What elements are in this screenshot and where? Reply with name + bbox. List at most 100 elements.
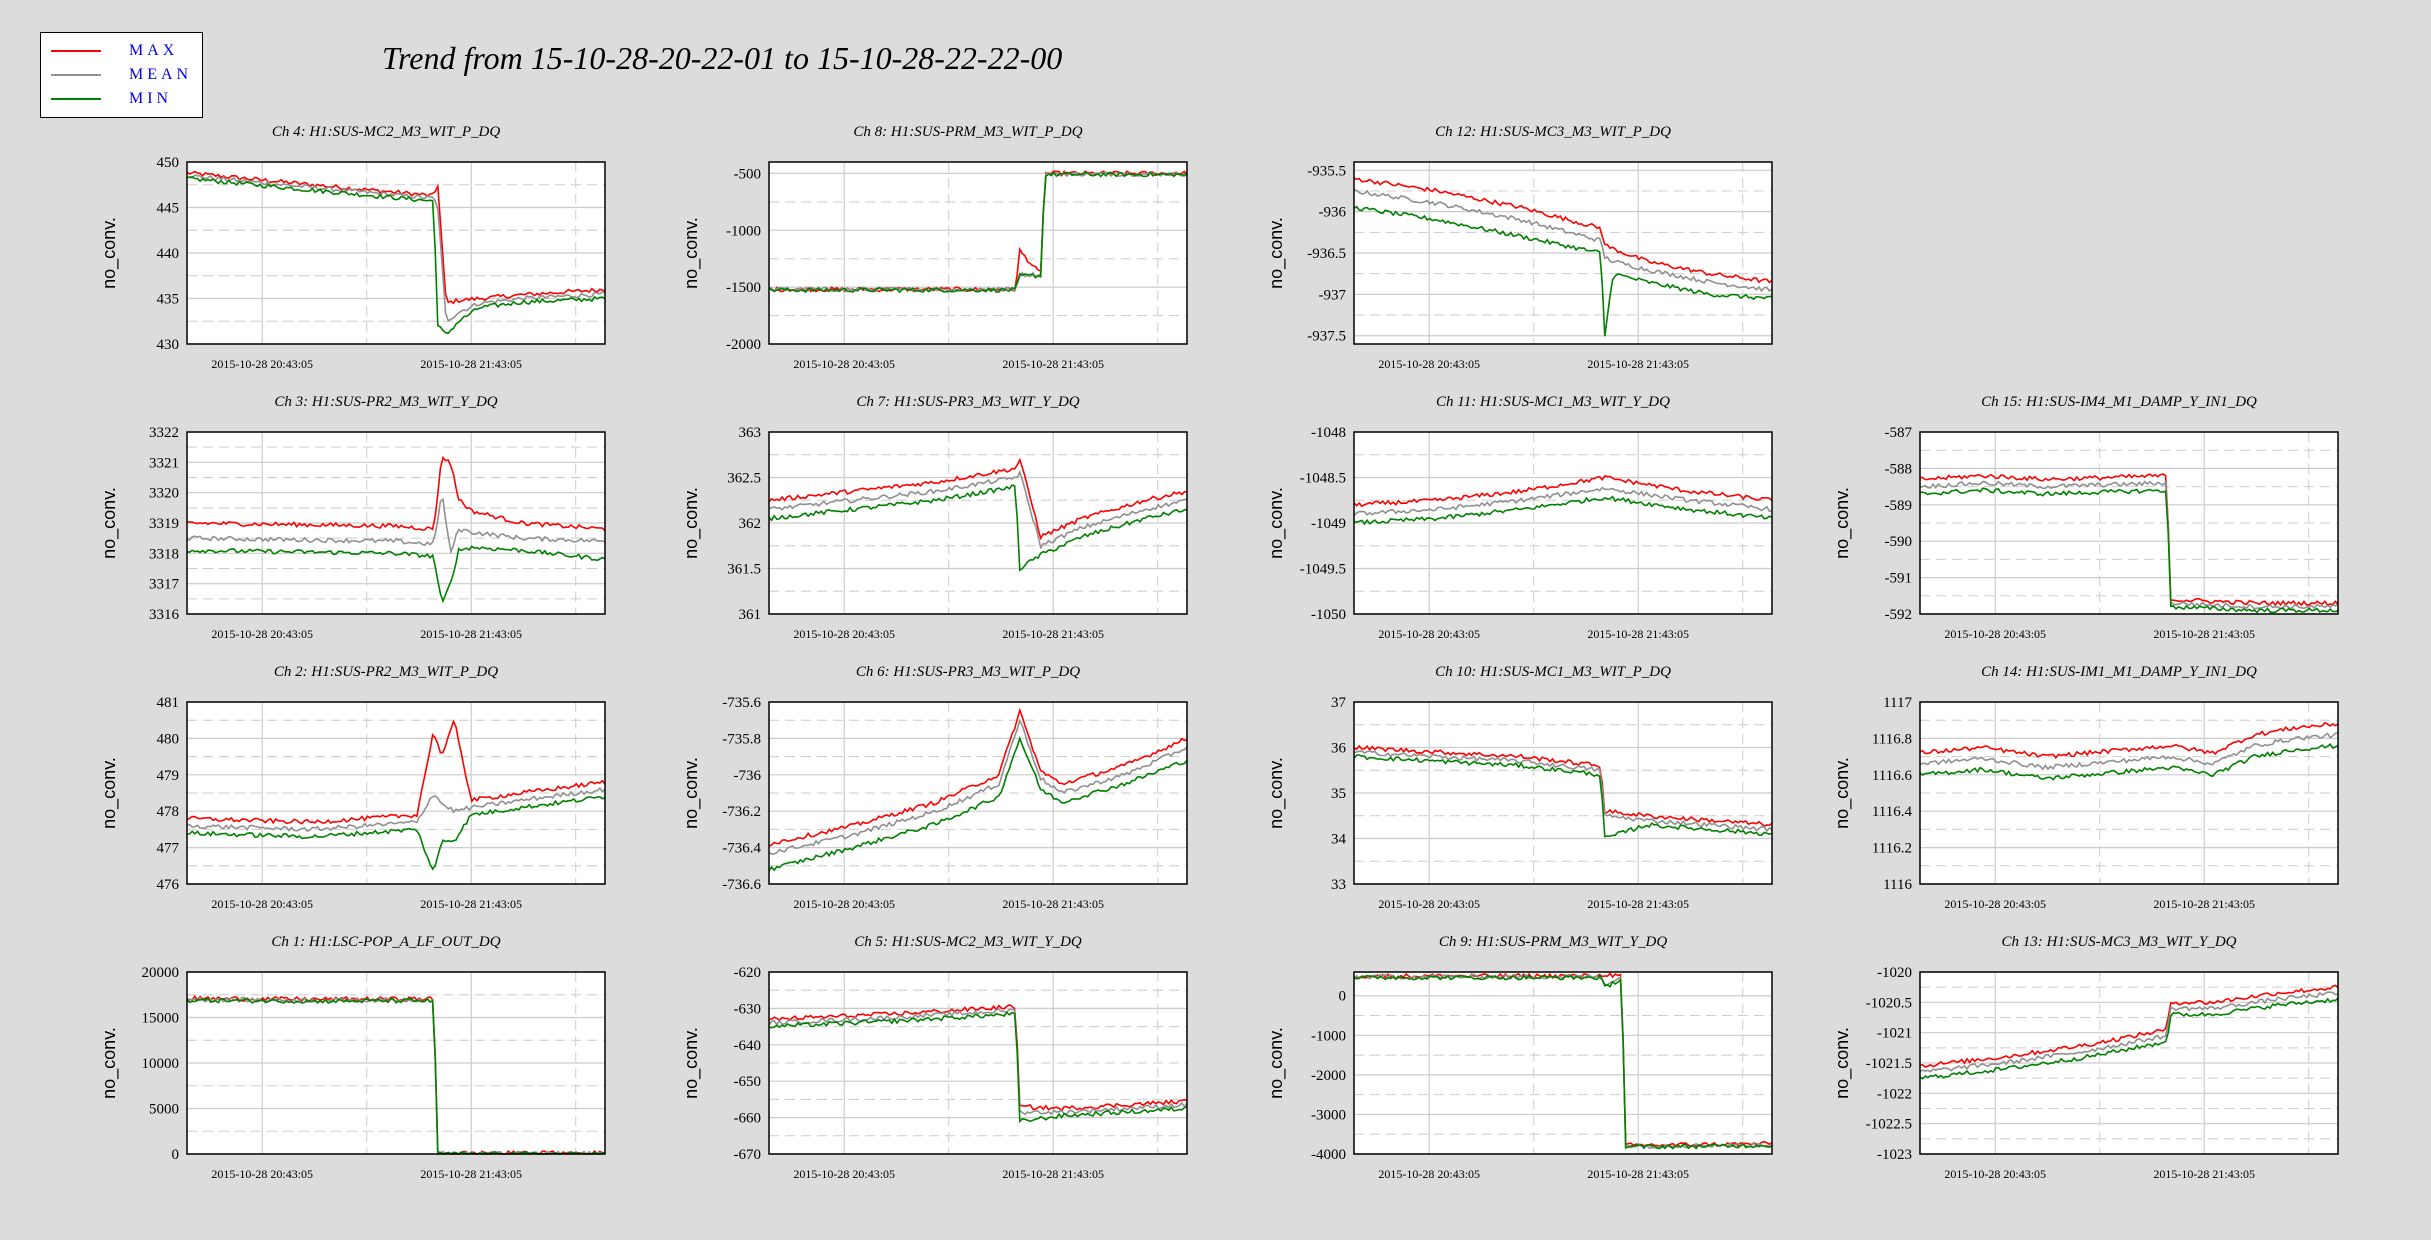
y-tick-label: 33 — [1331, 877, 1346, 893]
plot-frame — [186, 701, 606, 885]
x-tick-label: 2015-10-28 20:43:05 — [211, 627, 313, 641]
series-line-mean — [1919, 480, 2339, 610]
chart-panel: -1050 -1049.5 -1049 -1048.5 -1048 2015-10-28 … — [1266, 394, 1773, 641]
y-tick-label: 3316 — [149, 607, 180, 623]
x-tick-label: 2015-10-28 21:43:05 — [1587, 1167, 1689, 1181]
y-tick-label: -590 — [1885, 534, 1913, 550]
y-tick-label: 3322 — [149, 425, 179, 441]
x-tick-label: 2015-10-28 21:43:05 — [1002, 897, 1104, 911]
legend-label-max: MAX — [129, 42, 179, 59]
series-line-min — [1919, 487, 2339, 614]
x-tick-label: 2015-10-28 20:43:05 — [793, 1167, 895, 1181]
x-tick-label: 2015-10-28 21:43:05 — [2153, 897, 2255, 911]
y-tick-label: 477 — [157, 841, 180, 857]
y-axis-label: no_conv. — [1832, 487, 1853, 559]
y-tick-label: -630 — [734, 1001, 762, 1017]
y-tick-label: 3321 — [149, 455, 179, 471]
y-tick-label: -1022 — [1877, 1086, 1912, 1102]
x-tick-label: 2015-10-28 20:43:05 — [211, 897, 313, 911]
y-tick-label: 362 — [739, 516, 762, 532]
y-tick-label: 1117 — [1883, 695, 1912, 711]
chart-panel: 361 361.5 362 362.5 363 2015-10-28 20:43:05 20… — [681, 394, 1188, 641]
legend-swatch-mean — [51, 74, 101, 76]
y-tick-label: -1020 — [1877, 965, 1912, 981]
y-tick-label: -937 — [1319, 287, 1347, 303]
y-axis-label: no_conv. — [1266, 757, 1287, 829]
y-tick-label: 1116.2 — [1872, 841, 1912, 857]
series-line-mean — [186, 497, 606, 555]
y-tick-label: 430 — [157, 337, 180, 353]
x-tick-label: 2015-10-28 20:43:05 — [793, 627, 895, 641]
y-tick-label: -736.4 — [722, 841, 761, 857]
series-line-max — [768, 1003, 1188, 1112]
legend-label-min: MIN — [129, 90, 173, 107]
series-line-max — [1919, 473, 2339, 607]
y-tick-label: -736 — [734, 768, 762, 784]
series-line-min — [1919, 997, 2339, 1080]
series-line-mean — [186, 787, 606, 833]
y-tick-label: -1020.5 — [1866, 995, 1912, 1011]
y-axis-label: no_conv. — [1266, 217, 1287, 289]
y-tick-label: 435 — [157, 292, 180, 308]
plot-frame — [1353, 971, 1773, 1155]
y-tick-label: -2000 — [726, 337, 761, 353]
series-line-max — [186, 719, 606, 825]
y-tick-label: 1116.4 — [1872, 804, 1913, 820]
series-line-max — [1353, 474, 1773, 508]
y-tick-label: 3317 — [149, 577, 180, 593]
y-tick-label: 37 — [1331, 695, 1347, 711]
y-tick-label: 3320 — [149, 486, 179, 502]
y-tick-label: -1023 — [1877, 1147, 1912, 1163]
plot-frame — [1353, 431, 1773, 615]
y-tick-label: 479 — [157, 768, 180, 784]
y-tick-label: -735.6 — [722, 695, 761, 711]
series-line-max — [1919, 721, 2339, 760]
y-tick-label: -588 — [1885, 461, 1913, 477]
chart-panel: 430 435 440 445 450 2015-10-28 20:43:05 2015-1… — [99, 124, 606, 371]
x-tick-label: 2015-10-28 21:43:05 — [1587, 897, 1689, 911]
y-tick-label: -1021.5 — [1866, 1056, 1912, 1072]
y-tick-label: -936 — [1319, 205, 1347, 221]
series-line-mean — [1353, 486, 1773, 517]
series-line-min — [768, 735, 1188, 872]
series-line-max — [768, 457, 1188, 541]
y-tick-label: 10000 — [142, 1056, 180, 1072]
chart-title: Ch 1: H1:LSC-POP_A_LF_OUT_DQ — [271, 934, 500, 950]
x-tick-label: 2015-10-28 21:43:05 — [1587, 357, 1689, 371]
y-tick-label: -736.2 — [722, 804, 761, 820]
plot-area — [769, 162, 1187, 344]
series-line-min — [186, 545, 606, 604]
y-tick-label: -670 — [734, 1147, 762, 1163]
series-line-min — [186, 175, 606, 335]
chart-title: Ch 5: H1:SUS-MC2_M3_WIT_Y_DQ — [854, 934, 1082, 950]
x-tick-label: 2015-10-28 20:43:05 — [1378, 357, 1480, 371]
y-tick-label: -1049 — [1311, 516, 1346, 532]
series-line-max — [1353, 177, 1773, 284]
y-tick-label: 361 — [739, 607, 762, 623]
series-line-min — [1919, 743, 2339, 781]
y-tick-label: -500 — [734, 166, 762, 182]
y-tick-label: 5000 — [149, 1102, 179, 1118]
series-line-min — [768, 1011, 1188, 1124]
x-tick-label: 2015-10-28 21:43:05 — [1002, 627, 1104, 641]
y-tick-label: 35 — [1331, 786, 1346, 802]
chart-title: Ch 4: H1:SUS-MC2_M3_WIT_P_DQ — [272, 124, 500, 140]
y-tick-label: -650 — [734, 1074, 762, 1090]
series-line-min — [186, 795, 606, 871]
y-tick-label: 3318 — [149, 546, 179, 562]
chart-title: Ch 3: H1:SUS-PR2_M3_WIT_Y_DQ — [274, 394, 497, 410]
x-tick-label: 2015-10-28 21:43:05 — [2153, 627, 2255, 641]
x-tick-label: 2015-10-28 21:43:05 — [1587, 627, 1689, 641]
y-tick-label: -1000 — [726, 223, 761, 239]
page-title: Trend from 15-10-28-20-22-01 to 15-10-28… — [382, 40, 1063, 76]
y-tick-label: 36 — [1331, 741, 1347, 757]
legend-item-mean: MEAN — [41, 65, 204, 85]
chart-panel: 3316 3317 3318 3319 3320 3321 3322 2015-10-28 2… — [99, 394, 606, 641]
chart-title: Ch 11: H1:SUS-MC1_M3_WIT_Y_DQ — [1436, 394, 1670, 410]
y-tick-label: 481 — [157, 695, 180, 711]
y-axis-label: no_conv. — [681, 487, 702, 559]
y-tick-label: 20000 — [142, 965, 180, 981]
y-tick-label: 450 — [157, 155, 180, 171]
